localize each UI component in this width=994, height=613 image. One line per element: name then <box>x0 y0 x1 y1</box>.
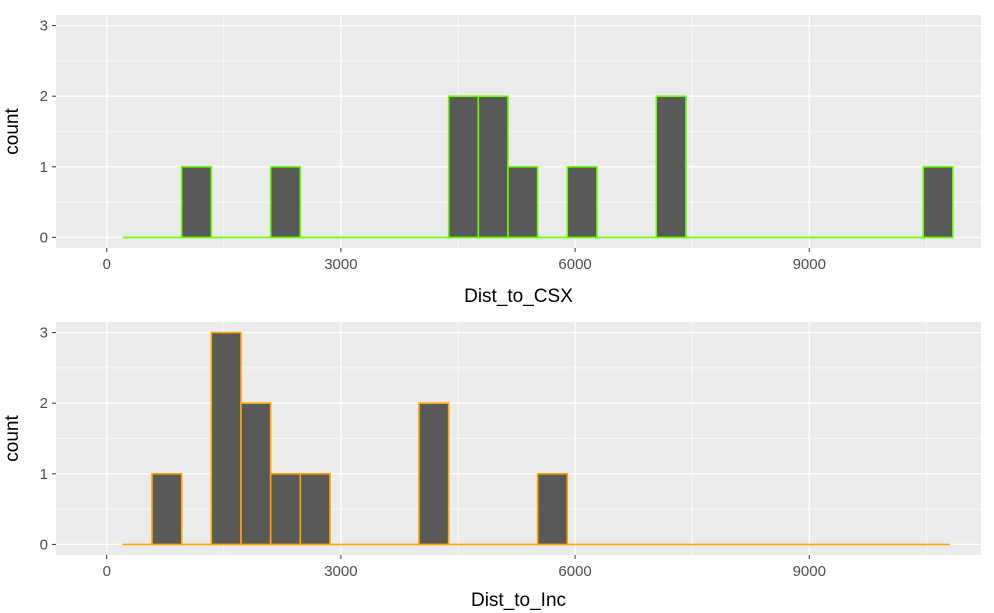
histogram-bar <box>299 473 331 546</box>
y-tick-label: 2 <box>40 395 48 412</box>
x-axis-title: Dist_to_CSX <box>464 286 573 307</box>
histogram-bar <box>269 473 302 546</box>
histogram-panel-1: 0 1 2 3 0 3000 6000 9000 Dist_to_CSX count <box>2 15 981 307</box>
histogram-bar <box>447 95 480 239</box>
y-tick-label: 1 <box>40 159 48 176</box>
histogram-bar <box>507 166 539 239</box>
x-axis-title: Dist_to_Inc <box>471 590 566 611</box>
histogram-bar <box>240 402 272 546</box>
histogram-bar <box>180 166 213 239</box>
histogram-bar <box>655 95 687 239</box>
histogram-bar <box>536 473 569 546</box>
histogram-bar <box>210 331 242 546</box>
x-tick-label: 9000 <box>793 256 826 273</box>
x-tick-label: 9000 <box>793 563 826 580</box>
histogram-bar <box>477 95 509 239</box>
histogram-bar <box>418 402 450 546</box>
x-tick-label: 3000 <box>324 256 357 273</box>
histogram-bar <box>151 473 183 546</box>
x-tick-label: 3000 <box>324 563 357 580</box>
y-tick-label: 0 <box>40 536 48 553</box>
y-axis-title: count <box>2 108 23 155</box>
y-tick-label: 1 <box>40 466 48 483</box>
histogram-bar <box>269 166 302 239</box>
x-tick-label: 0 <box>103 256 111 273</box>
y-tick-label: 3 <box>40 325 48 342</box>
x-tick-label: 6000 <box>558 563 591 580</box>
y-axis-title: count <box>2 415 23 462</box>
y-tick-label: 3 <box>40 18 48 35</box>
y-tick-label: 0 <box>40 229 48 246</box>
x-tick-label: 6000 <box>558 256 591 273</box>
histogram-bar <box>922 166 954 239</box>
histogram-bar <box>566 166 598 239</box>
y-tick-label: 2 <box>40 88 48 105</box>
x-tick-label: 0 <box>103 563 111 580</box>
histogram-panel-2: 0 1 2 3 0 3000 6000 9000 Dist_to_Inc count <box>2 322 981 611</box>
